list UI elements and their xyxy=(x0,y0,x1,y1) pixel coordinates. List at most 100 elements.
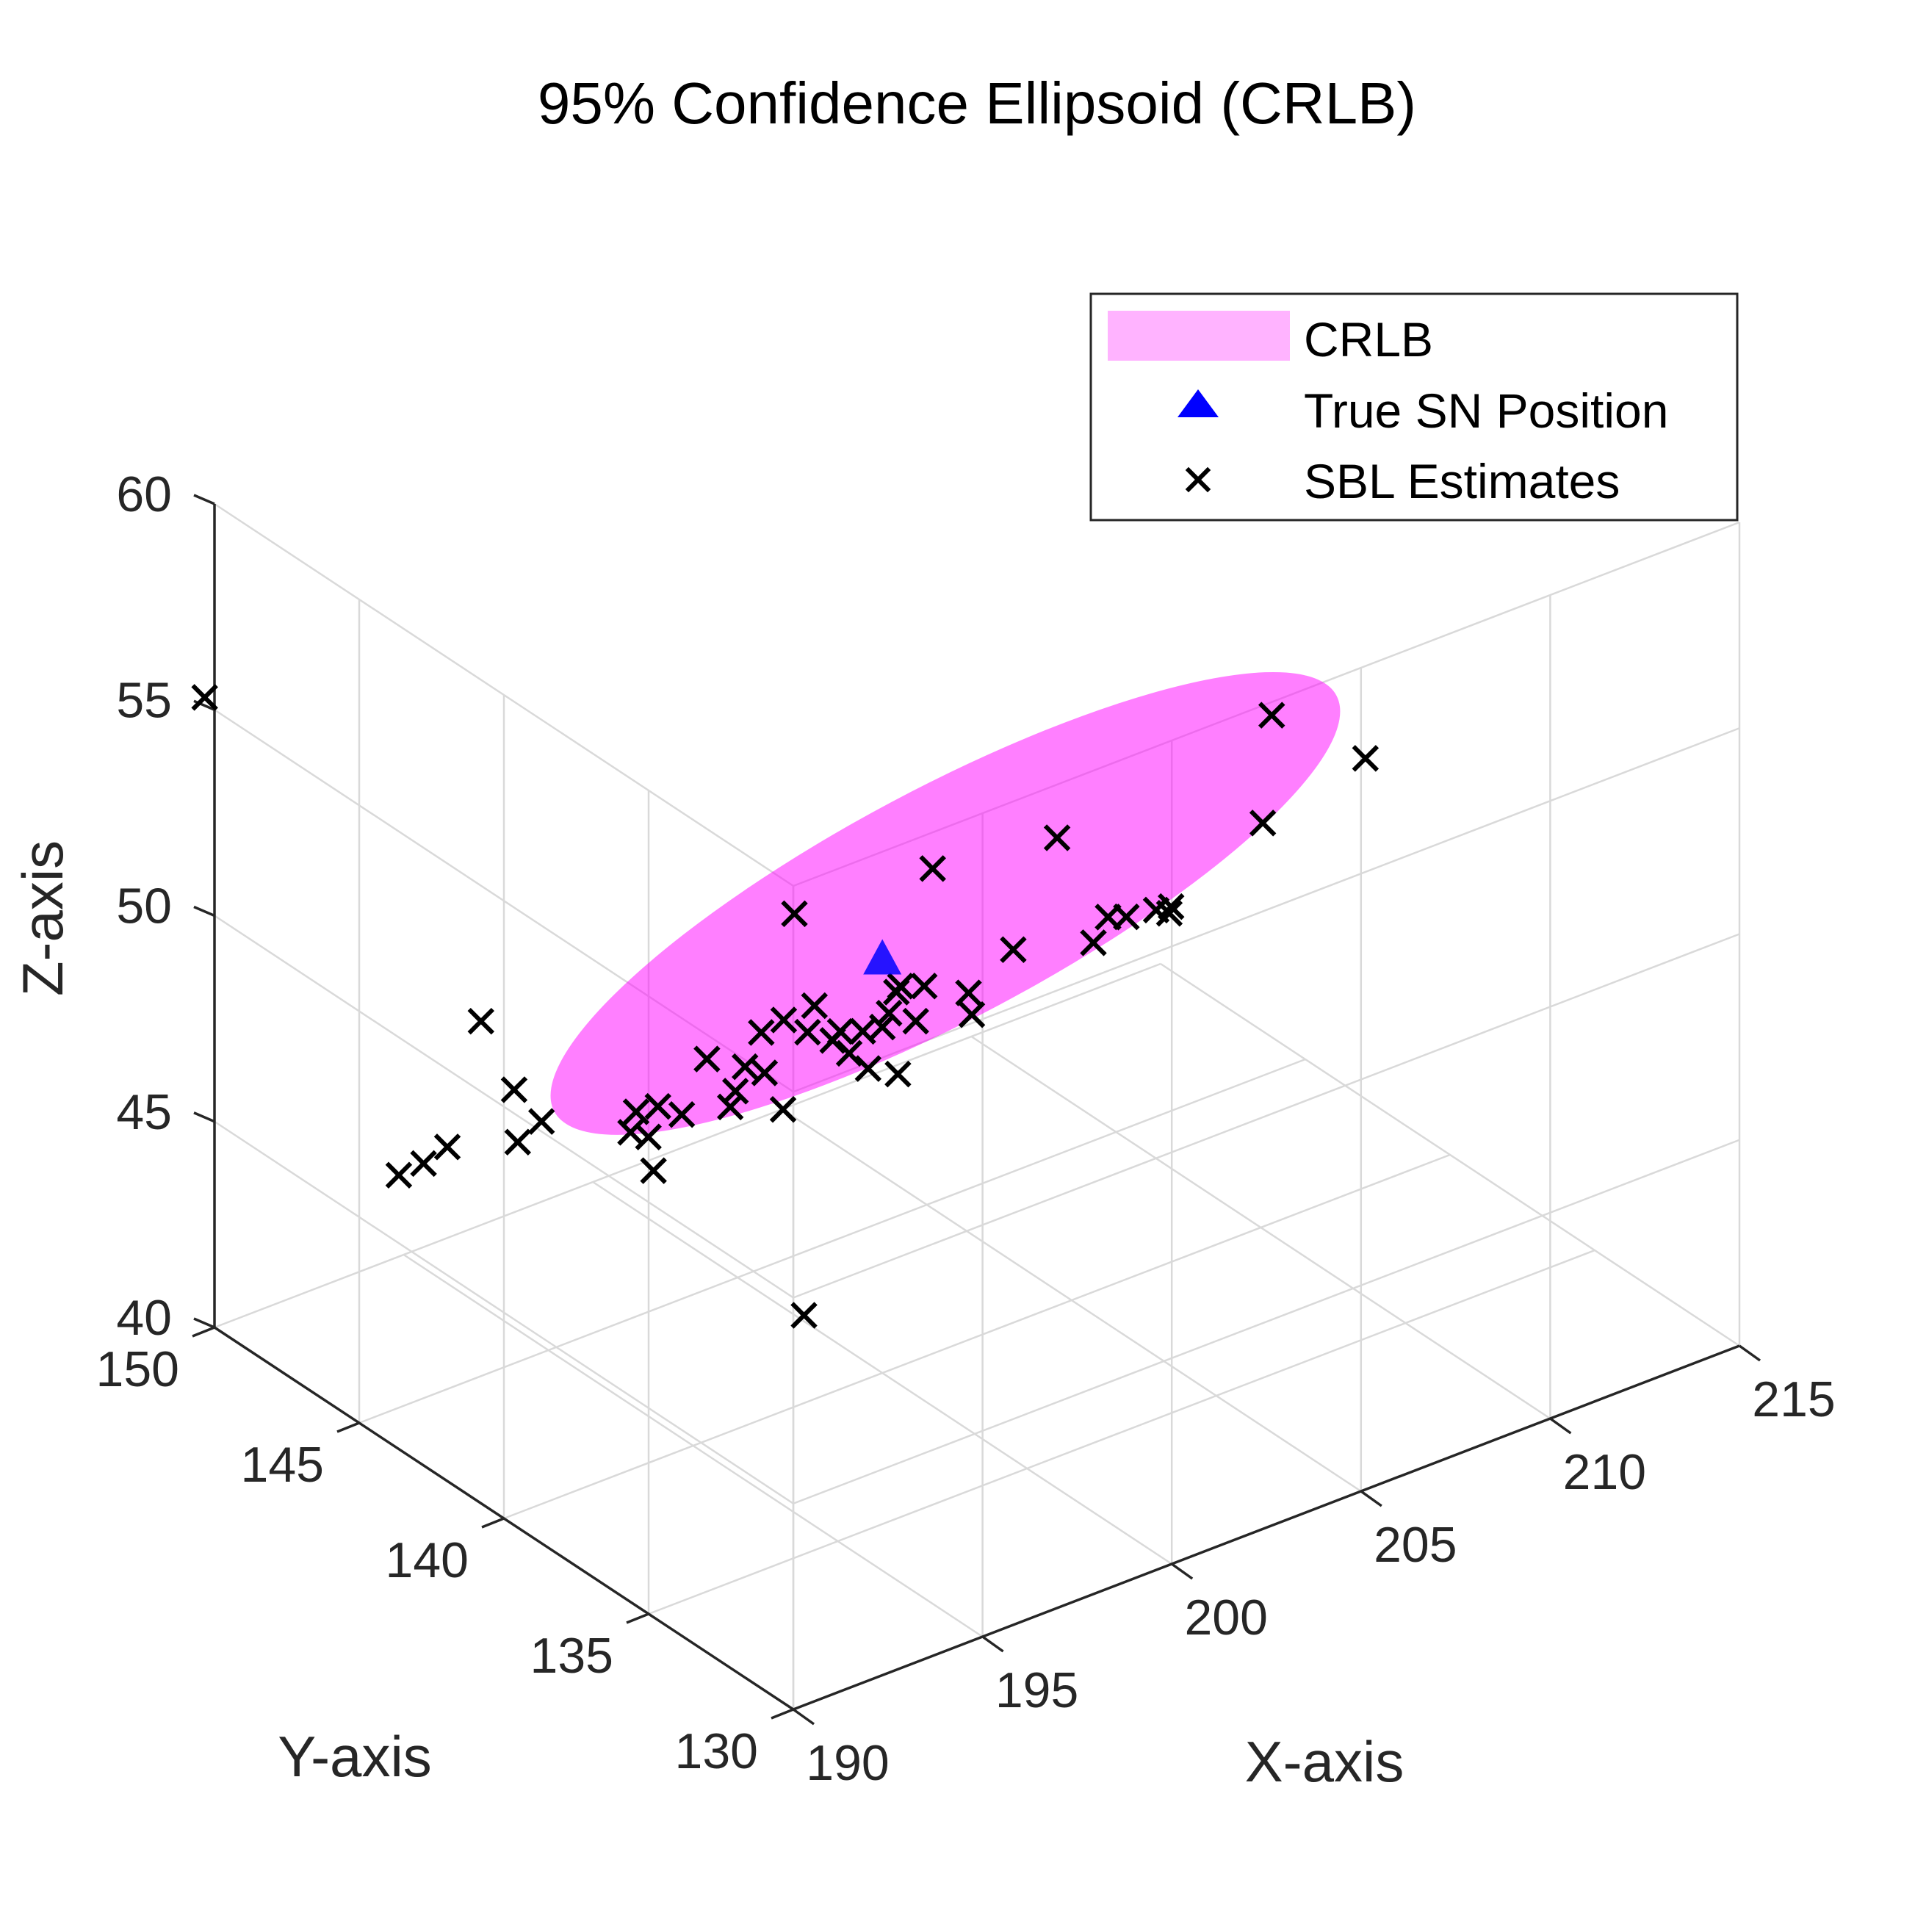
x-tick xyxy=(792,1708,815,1726)
legend-label-crlb: CRLB xyxy=(1304,312,1433,367)
sbl-estimate-marker xyxy=(955,979,982,1006)
sbl-estimate-marker xyxy=(910,973,938,1000)
sbl-estimate-marker xyxy=(1249,810,1277,837)
sbl-estimate-marker xyxy=(1000,936,1027,963)
grid-line-back-z xyxy=(793,933,1740,1299)
x-axis-line xyxy=(793,1344,1740,1711)
legend-marker-sbl-x xyxy=(1185,466,1211,493)
sbl-estimate-marker xyxy=(887,973,914,1000)
sbl-estimate-marker xyxy=(1043,824,1071,851)
y-tick xyxy=(481,1517,505,1529)
sbl-estimate-marker xyxy=(1258,702,1285,729)
grid-line-floor-y xyxy=(648,1249,1595,1615)
sbl-estimate-marker xyxy=(1113,903,1140,931)
z-tick-label: 60 xyxy=(116,466,172,522)
z-tick-label: 40 xyxy=(116,1290,172,1346)
sbl-estimate-marker xyxy=(191,684,218,711)
y-axis-label: Y-axis xyxy=(278,1724,432,1789)
sbl-estimate-marker xyxy=(770,1006,798,1034)
sbl-estimate-marker xyxy=(854,1055,882,1082)
x-tick-label: 215 xyxy=(1752,1371,1835,1427)
y-tick-label: 130 xyxy=(675,1723,758,1779)
sbl-estimate-marker xyxy=(1352,745,1380,772)
sbl-estimate-marker xyxy=(693,1045,721,1073)
legend-label-sbl: SBL Estimates xyxy=(1304,454,1620,508)
sbl-estimate-marker xyxy=(668,1101,696,1128)
sbl-estimate-marker xyxy=(622,1098,650,1125)
sbl-estimate-marker xyxy=(876,1000,903,1027)
x-tick xyxy=(1360,1490,1382,1507)
x-tick-label: 200 xyxy=(1184,1590,1267,1646)
sbl-estimate-marker xyxy=(748,1019,775,1046)
sbl-estimate-marker xyxy=(835,1039,863,1067)
ellipse-layer xyxy=(550,671,1341,1135)
y-tick-label: 140 xyxy=(386,1532,469,1588)
sbl-estimate-marker xyxy=(958,1001,986,1028)
y-tick xyxy=(626,1612,649,1624)
sbl-estimate-marker xyxy=(433,1133,461,1161)
grid-line-floor-y xyxy=(358,1058,1306,1424)
sbl-estimate-marker xyxy=(644,1092,671,1120)
crlb-ellipsoid xyxy=(550,671,1341,1135)
z-tick-label: 50 xyxy=(116,879,172,934)
sbl-estimate-marker xyxy=(849,1017,876,1045)
z-tick xyxy=(193,1111,215,1123)
legend-swatch-crlb xyxy=(1108,311,1290,361)
grid-layer xyxy=(213,502,1741,1711)
sbl-estimate-marker xyxy=(1155,900,1183,927)
z-tick-label: 45 xyxy=(116,1084,172,1140)
sbl-estimate-marker xyxy=(721,1078,749,1105)
sbl-estimate-marker xyxy=(781,900,808,928)
z-axis-label: Z-axis xyxy=(10,840,75,996)
z-tick xyxy=(193,1317,215,1329)
sbl-estimate-marker xyxy=(1094,904,1122,931)
y-tick-label: 150 xyxy=(96,1341,179,1397)
sbl-estimate-marker xyxy=(751,1059,779,1086)
sbl-estimate-marker xyxy=(902,1007,929,1035)
y-tick-label: 135 xyxy=(530,1628,613,1684)
z-tick xyxy=(193,905,215,918)
legend-marker-true-triangle xyxy=(1178,389,1219,417)
points-layer xyxy=(191,684,1380,1329)
sbl-estimate-marker xyxy=(868,1013,896,1041)
legend: CRLB True SN Position SBL Estimates xyxy=(1089,292,1739,522)
sbl-estimate-marker xyxy=(500,1076,528,1103)
legend-label-true: True SN Position xyxy=(1304,383,1668,438)
sbl-estimate-marker xyxy=(467,1007,495,1035)
sbl-estimate-marker xyxy=(1080,929,1107,956)
sbl-estimate-marker xyxy=(640,1157,667,1184)
chart-title: 95% Confidence Ellipsoid (CRLB) xyxy=(538,71,1416,136)
x-axis-label: X-axis xyxy=(1245,1729,1404,1794)
x-tick xyxy=(1738,1344,1761,1362)
x-tick xyxy=(1549,1417,1572,1435)
sbl-estimate-marker xyxy=(794,1018,821,1046)
x-tick-label: 190 xyxy=(806,1735,889,1791)
x-tick xyxy=(1171,1562,1194,1580)
y-tick xyxy=(336,1421,360,1433)
sbl-estimate-marker xyxy=(884,1060,912,1088)
axes-layer xyxy=(192,494,1761,1726)
sbl-estimate-marker xyxy=(527,1108,555,1135)
true-position-marker xyxy=(863,939,902,975)
y-tick xyxy=(771,1708,794,1720)
ticklabel-layer: 40 45 50 55 60 130 135 140 145 150 190 195 200 205 210… xyxy=(96,466,1836,1791)
sbl-estimate-marker xyxy=(410,1150,437,1178)
sbl-estimate-marker xyxy=(826,1017,854,1045)
y-tick-label: 145 xyxy=(241,1437,324,1493)
sbl-estimate-marker xyxy=(919,855,946,882)
grid-line-side-z xyxy=(214,915,794,1299)
sbl-estimate-marker xyxy=(790,1302,818,1329)
grid-line-back-z xyxy=(793,1139,1740,1504)
y-tick xyxy=(192,1326,215,1338)
z-tick xyxy=(193,494,215,505)
sbl-estimate-marker xyxy=(731,1053,759,1081)
sbl-estimate-marker xyxy=(385,1161,413,1189)
x-tick-label: 195 xyxy=(995,1662,1078,1718)
sbl-estimate-marker xyxy=(801,992,829,1020)
x-tick-label: 210 xyxy=(1563,1444,1646,1500)
x-tick-label: 205 xyxy=(1374,1517,1457,1573)
grid-line-side-z xyxy=(214,502,794,887)
grid-line-side-z xyxy=(214,1120,794,1504)
